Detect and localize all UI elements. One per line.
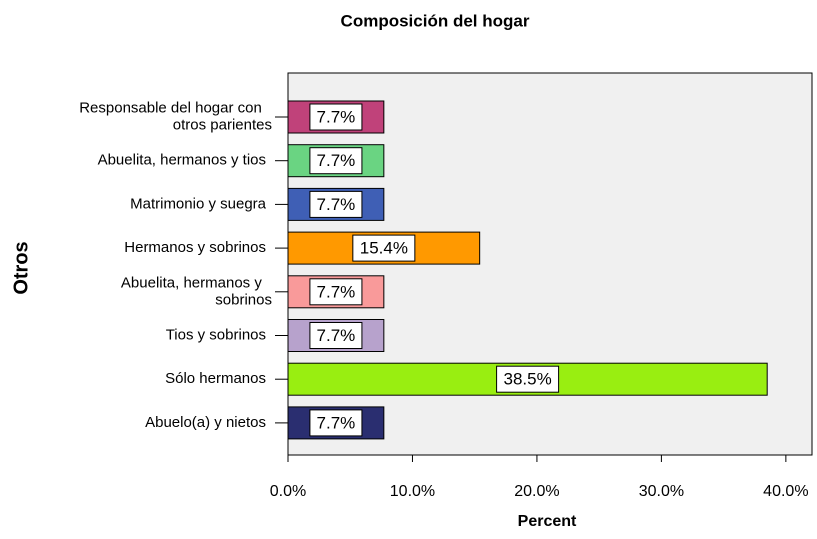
value-label-box [309, 147, 363, 175]
value-label: 7.7% [317, 195, 356, 214]
x-tick-label: 40.0% [763, 483, 808, 500]
value-label-box [309, 278, 363, 306]
value-label-box [309, 190, 363, 218]
value-label-box [309, 409, 363, 437]
y-tick-label: Sólo hermanos [165, 370, 266, 387]
y-axis-label: Otros [10, 241, 32, 294]
value-label: 15.4% [360, 239, 408, 258]
y-tick-label: Abuelita, hermanos y tios [98, 152, 266, 169]
value-label: 7.7% [317, 326, 356, 345]
value-label-box [309, 322, 363, 349]
value-label-box [352, 234, 416, 262]
value-label: 7.7% [317, 107, 356, 126]
value-label: 38.5% [503, 370, 551, 389]
x-tick-label: 30.0% [639, 483, 684, 500]
y-tick-label: Tios y sobrinos [166, 326, 266, 343]
y-tick-label: Matrimonio y suegra [130, 195, 267, 212]
value-label: 7.7% [317, 282, 356, 301]
value-label: 7.7% [317, 151, 356, 170]
y-tick-label: Responsable del hogar con otros pariente… [79, 99, 272, 133]
value-label-box [496, 365, 560, 393]
x-tick-label: 10.0% [390, 483, 435, 500]
chart-title: Composición del hogar [341, 11, 530, 30]
y-tick-label: Abuelo(a) y nietos [145, 414, 266, 431]
x-tick-label: 20.0% [514, 483, 559, 500]
y-tick-label: Hermanos y sobrinos [124, 239, 266, 256]
x-tick-label: 0.0% [270, 483, 306, 500]
y-tick-label: Abuelita, hermanos y sobrinos [121, 274, 272, 308]
value-label: 7.7% [317, 413, 356, 432]
x-axis-label: Percent [518, 513, 577, 530]
value-label-box [309, 103, 363, 131]
